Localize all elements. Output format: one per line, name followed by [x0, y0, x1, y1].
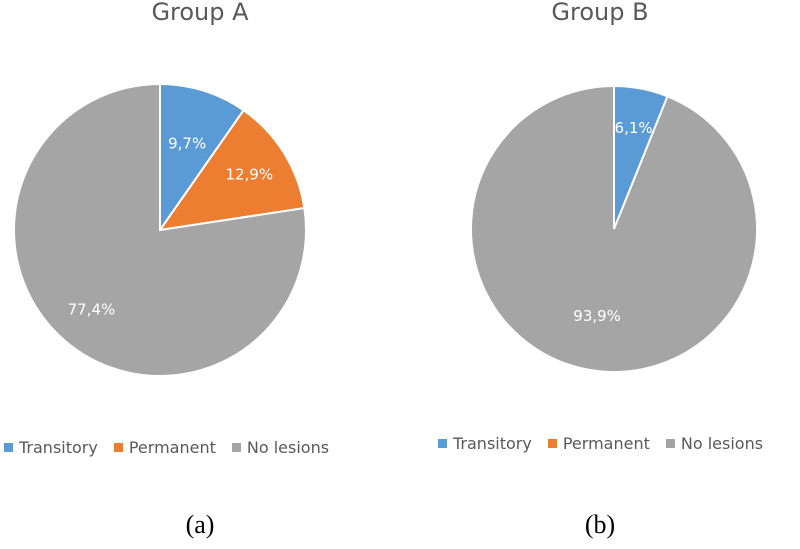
legend-item-transitory: Transitory — [4, 438, 98, 457]
legend-item-no-lesions: No lesions — [231, 438, 330, 457]
data-label-transitory: 6,1% — [615, 119, 653, 137]
legend-label: Permanent — [128, 438, 216, 457]
legend-item-permanent: Permanent — [547, 434, 650, 453]
legend-swatch — [113, 443, 123, 452]
data-label-permanent: 12,9% — [225, 166, 273, 184]
legend: Transitory Permanent No lesions — [438, 434, 763, 453]
chart-title: Group B — [551, 0, 649, 26]
legend-swatch — [665, 439, 675, 448]
legend-swatch — [438, 439, 447, 448]
data-label-no-lesions: 93,9% — [573, 307, 621, 325]
legend: Transitory Permanent No lesions — [4, 438, 329, 457]
legend-label: Transitory — [453, 434, 532, 453]
chart-panel-a: Group A 9,7% 12,9% 77,4% Transitory Perman… — [4, 0, 329, 539]
data-label-transitory: 9,7% — [168, 135, 206, 153]
pie-slice-no-lesions — [470, 84, 758, 373]
pie-chart-a: 9,7% 12,9% 77,4% — [13, 82, 307, 377]
chart-title: Group A — [151, 0, 249, 26]
data-label-no-lesions: 77,4% — [68, 301, 116, 319]
legend-swatch — [547, 439, 557, 448]
legend-label: Permanent — [562, 434, 650, 453]
pie-slice-no-lesions — [13, 82, 307, 377]
pie-slice-permanent — [157, 108, 306, 232]
figure-caption: (b) — [584, 510, 616, 539]
legend-label: No lesions — [680, 434, 764, 453]
figure-caption: (a) — [185, 510, 215, 539]
pie-chart-b: 6,1% 93,9% — [470, 84, 758, 373]
legend-swatch — [231, 443, 241, 452]
legend-item-transitory: Transitory — [438, 434, 532, 453]
legend-item-no-lesions: No lesions — [665, 434, 764, 453]
legend-item-permanent: Permanent — [113, 438, 216, 457]
legend-label: No lesions — [246, 438, 330, 457]
legend-swatch — [4, 443, 13, 452]
legend-label: Transitory — [19, 438, 98, 457]
chart-panel-b: Group B 6,1% 93,9% Transitory Permanent N… — [400, 0, 800, 549]
pie-slice-transitory — [159, 82, 245, 234]
